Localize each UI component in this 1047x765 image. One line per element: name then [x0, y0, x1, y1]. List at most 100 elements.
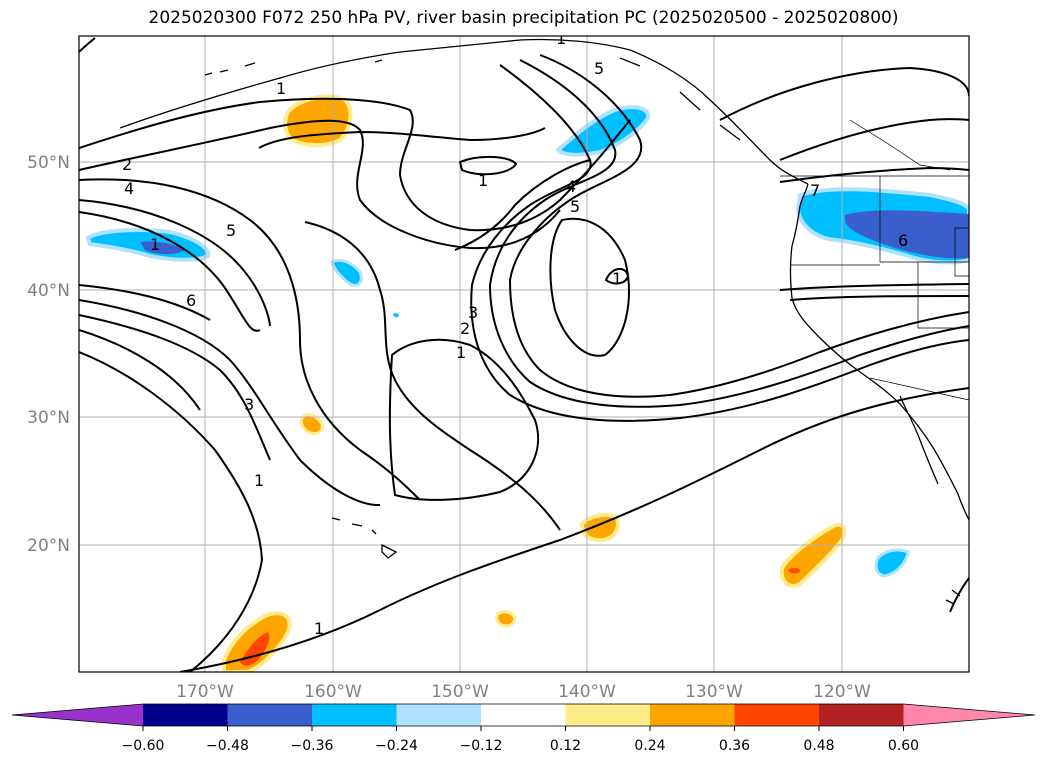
- colorbar-tick-label: −0.60: [122, 738, 165, 754]
- colorbar-extend-max: [903, 704, 1035, 726]
- contour-east-i: [779, 283, 969, 291]
- contour-label: 3: [468, 303, 478, 322]
- contour-east-h: [719, 66, 969, 121]
- pv-contours: [79, 37, 969, 672]
- lon-label: 140°W: [558, 682, 616, 702]
- coast-baja: [899, 395, 939, 485]
- colorbar-tick-label: −0.48: [206, 738, 249, 754]
- contour-1-right: [949, 577, 969, 613]
- contour-label: 1: [276, 79, 286, 98]
- lon-label: 160°W: [304, 682, 362, 702]
- coast-alaska-islands: [204, 57, 741, 141]
- shade-darkblue-west: [140, 241, 185, 255]
- contour-7: [79, 299, 381, 507]
- contour-4: [79, 178, 421, 501]
- coast-bc: [791, 183, 809, 247]
- contour-label: 1: [254, 471, 264, 490]
- colorbar-tick-label: 0.12: [550, 738, 581, 754]
- contour-label: 1: [150, 235, 160, 254]
- contour-east-b: [488, 59, 969, 408]
- contour-label: 1: [556, 29, 566, 48]
- contour-big-west: [304, 221, 561, 531]
- contour-6: [79, 211, 261, 332]
- colorbar-segment: [565, 704, 651, 726]
- contour-label: 6: [186, 291, 196, 310]
- contour-label: 5: [570, 197, 580, 216]
- lon-label: 120°W: [813, 682, 871, 702]
- contour-east-f: [779, 166, 969, 183]
- lon-label: 150°W: [431, 682, 489, 702]
- contour-labels: 2 4 1 5 6 3 1 1 1 1 5 1 4 5 3 2 1 7 6 1: [122, 29, 908, 638]
- lat-label: 30°N: [27, 408, 70, 428]
- contour-1d: [79, 351, 264, 672]
- contour-label: 1: [478, 171, 488, 190]
- lat-label: 50°N: [27, 153, 70, 173]
- lat-label: 20°N: [27, 536, 70, 556]
- colorbar-tick-label: 0.48: [803, 738, 834, 754]
- contour-1c: [458, 156, 518, 176]
- contour-5: [79, 199, 271, 327]
- shade-darkblue-pnw: [845, 210, 969, 259]
- shade-blue-dot: [393, 313, 399, 318]
- colorbar-segment: [734, 704, 820, 726]
- contour-label: 1: [456, 343, 466, 362]
- coast-hawaii: [331, 517, 398, 559]
- contour-1-long: [179, 387, 969, 672]
- contour-small-ring: [604, 268, 630, 285]
- colorbar-tick-label: 0.36: [719, 738, 750, 754]
- colorbar-extend-min: [12, 704, 143, 726]
- contour-label: 1: [612, 269, 622, 288]
- colorbar: −0.60 −0.48 −0.36 −0.24 −0.12 0.12 0.24 0.36 0.4…: [11, 703, 1036, 754]
- shade-blue-small1: [330, 258, 363, 287]
- lon-axis: 170°W 160°W 150°W 140°W 130°W 120°W: [176, 682, 871, 702]
- contour-label: 2: [122, 155, 132, 174]
- colorbar-segment: [819, 704, 904, 726]
- lon-label: 130°W: [685, 682, 743, 702]
- contour-6b: [79, 284, 211, 321]
- contour-label: 5: [226, 221, 236, 240]
- colorbar-segment: [396, 704, 482, 726]
- contour-label: 5: [594, 59, 604, 78]
- contour-1b: [258, 127, 546, 149]
- contour-label: 3: [244, 395, 254, 414]
- colorbar-segment: [650, 704, 735, 726]
- coast-alaska: [119, 38, 809, 185]
- contour-label: 7: [810, 181, 820, 200]
- colorbar-tick-label: −0.36: [291, 738, 334, 754]
- map-frame: [78, 35, 970, 673]
- contour-east-j: [789, 295, 969, 301]
- shade-orange-south: [495, 610, 517, 628]
- colorbar-segment: [481, 704, 566, 726]
- lat-label: 40°N: [27, 281, 70, 301]
- shade-blue-east: [874, 548, 910, 578]
- shade-red-east: [788, 567, 800, 574]
- lat-axis: 50°N 40°N 30°N 20°N: [27, 153, 70, 556]
- contour-east-a: [508, 54, 969, 398]
- contour-3b: [79, 329, 201, 411]
- contour-label: 1: [314, 619, 324, 638]
- contour-label: 4: [566, 177, 576, 196]
- contour-east-d: [454, 159, 591, 251]
- contour-2: [79, 119, 561, 250]
- colorbar-tick-label: 0.60: [888, 738, 919, 754]
- colorbar-segment: [143, 704, 228, 726]
- coastlines: [119, 38, 969, 605]
- contour-east-g: [779, 118, 969, 161]
- coast-westus: [789, 245, 969, 521]
- shade-orange-small1: [299, 413, 324, 436]
- map-background: [79, 36, 969, 672]
- contour-east-c: [470, 64, 969, 422]
- contour-label: 4: [124, 179, 134, 198]
- contour-3a: [79, 314, 271, 461]
- colorbar-tick-label: 0.24: [634, 738, 665, 754]
- contour-1a: [79, 97, 631, 232]
- colorbar-segment: [312, 704, 397, 726]
- colorbar-tick-label: −0.12: [460, 738, 503, 754]
- contour-central-box: [388, 338, 540, 501]
- contour-east-e: [549, 217, 630, 357]
- contour-2-top: [79, 37, 96, 53]
- colorbar-tick-label: −0.24: [375, 738, 418, 754]
- contour-label: 2: [460, 319, 470, 338]
- lon-label: 170°W: [176, 682, 234, 702]
